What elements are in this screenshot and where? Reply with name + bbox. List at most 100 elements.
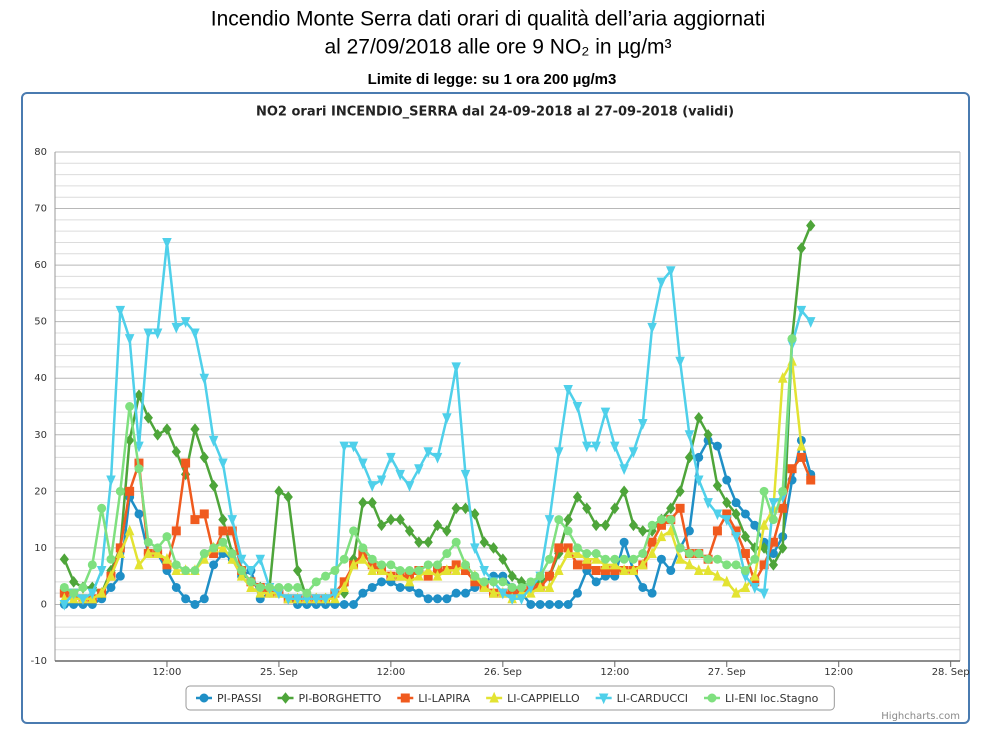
marker: [414, 569, 424, 581]
marker: [721, 515, 732, 526]
marker: [647, 520, 657, 530]
marker: [125, 486, 135, 496]
marker: [610, 441, 620, 453]
marker: [404, 481, 415, 492]
marker: [731, 532, 741, 543]
y-tick-label: 30: [34, 430, 47, 441]
marker: [171, 560, 181, 570]
marker: [554, 515, 564, 525]
marker: [414, 536, 424, 549]
legend-item[interactable]: LI-CAPPIELLO: [486, 691, 580, 705]
marker: [348, 441, 359, 453]
marker: [442, 413, 452, 425]
marker: [563, 513, 573, 526]
marker: [339, 441, 349, 453]
marker: [628, 447, 639, 458]
marker: [236, 569, 247, 581]
marker: [591, 441, 601, 453]
marker: [69, 588, 79, 598]
legend-label: LI-LAPIRA: [418, 692, 470, 705]
marker: [600, 554, 610, 564]
marker: [778, 503, 788, 513]
marker: [162, 237, 172, 249]
marker: [115, 486, 125, 496]
marker: [115, 547, 126, 559]
marker: [610, 558, 620, 570]
marker: [143, 537, 153, 547]
marker: [376, 519, 387, 532]
marker: [208, 479, 219, 492]
legend-item[interactable]: LI-LAPIRA: [397, 692, 471, 705]
marker: [461, 588, 471, 598]
marker: [358, 543, 368, 553]
marker: [106, 475, 116, 487]
marker: [740, 549, 750, 559]
marker: [684, 558, 695, 570]
marker: [190, 328, 200, 340]
marker: [470, 571, 480, 581]
chart-title: NO2 orari INCENDIO_SERRA dal 24-09-2018 …: [256, 105, 734, 120]
legend-item[interactable]: LI-ENI loc.Stagno: [704, 692, 819, 705]
x-tick-label: 12:00: [376, 667, 405, 678]
marker: [461, 560, 471, 570]
marker: [124, 334, 135, 345]
marker: [572, 402, 583, 413]
marker: [768, 515, 778, 525]
marker: [712, 441, 722, 451]
marker: [442, 564, 452, 576]
marker: [675, 543, 685, 553]
marker: [405, 566, 415, 576]
marker: [442, 594, 452, 604]
marker: [598, 693, 609, 705]
marker: [638, 558, 648, 570]
marker: [684, 430, 695, 442]
marker: [433, 594, 443, 604]
marker: [199, 693, 209, 703]
marker: [638, 549, 648, 559]
marker: [152, 547, 163, 559]
marker: [358, 496, 368, 509]
marker: [470, 508, 480, 520]
marker: [759, 588, 769, 600]
marker: [722, 475, 732, 485]
marker: [293, 582, 303, 592]
marker: [97, 503, 107, 513]
marker: [638, 525, 648, 537]
marker: [246, 566, 256, 577]
marker: [442, 549, 452, 559]
marker: [349, 599, 359, 609]
marker: [619, 485, 629, 498]
marker: [171, 445, 181, 458]
marker: [479, 536, 489, 549]
marker: [554, 599, 564, 609]
y-tick-label: -10: [31, 656, 47, 667]
marker: [712, 554, 722, 564]
legend-item[interactable]: PI-PASSI: [196, 692, 262, 705]
marker: [656, 515, 666, 525]
marker: [171, 526, 181, 536]
marker: [125, 402, 135, 411]
marker: [563, 547, 573, 559]
marker: [806, 475, 816, 485]
marker: [171, 582, 181, 592]
marker: [796, 439, 807, 451]
marker: [106, 569, 116, 581]
y-tick-label: 10: [34, 543, 47, 554]
x-tick-label: 28. Sep: [932, 667, 970, 678]
marker: [162, 532, 172, 542]
limit-note: Limite di legge: su 1 ora 200 µg/m3: [368, 71, 617, 88]
page-subtitle: al 27/09/2018 alle ore 9 NO₂ in µg/m³: [324, 36, 671, 59]
marker: [489, 577, 499, 587]
legend-item[interactable]: PI-BORGHETTO: [277, 692, 382, 705]
marker: [703, 554, 713, 564]
marker: [358, 552, 368, 564]
marker: [554, 447, 564, 458]
marker: [460, 469, 471, 481]
x-tick-label: 12:00: [600, 667, 629, 678]
legend-item[interactable]: LI-CARDUCCI: [595, 692, 688, 705]
marker: [516, 582, 526, 592]
marker: [451, 537, 461, 547]
marker: [647, 537, 657, 547]
marker: [181, 458, 191, 468]
